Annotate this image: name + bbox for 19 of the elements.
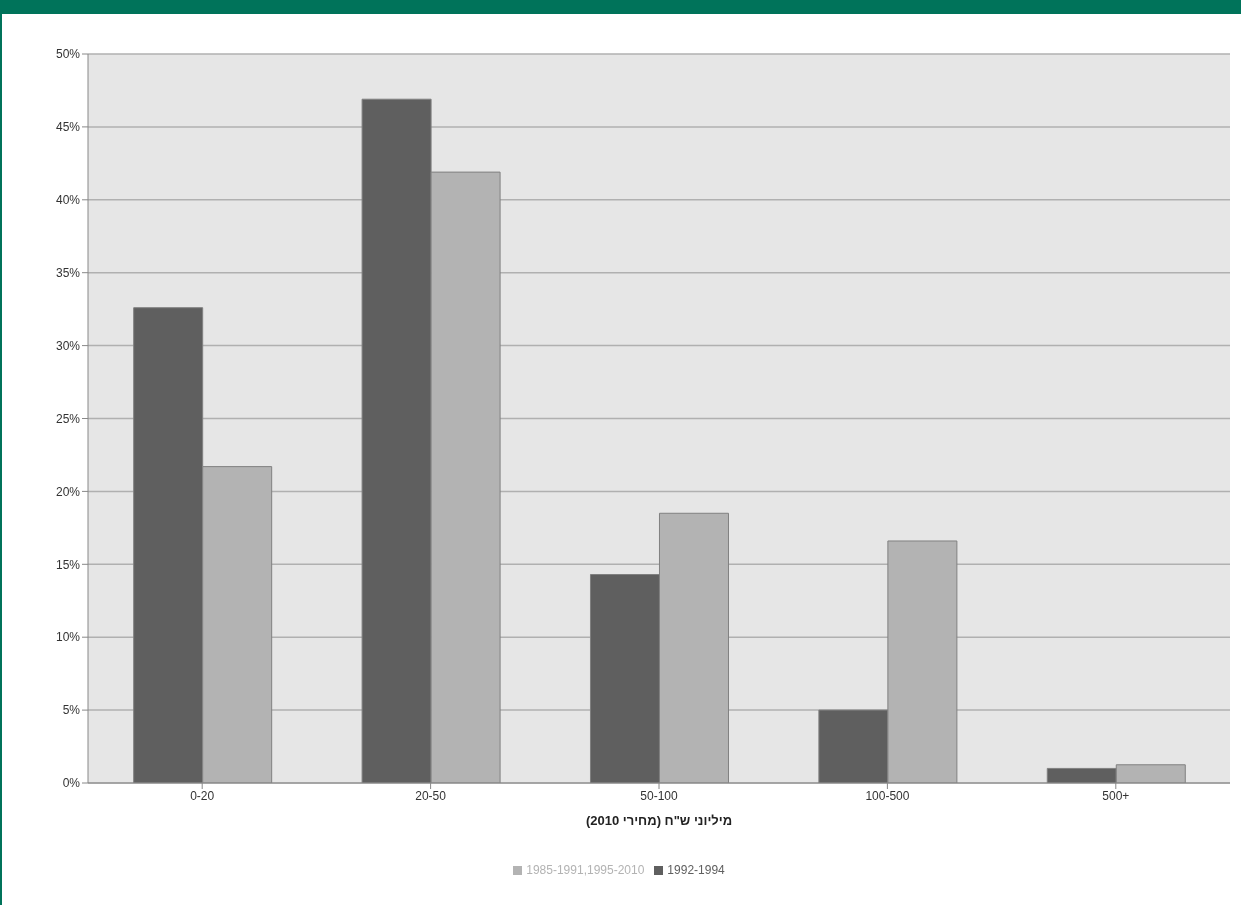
y-tick-label: 25% [55,411,81,426]
legend-label: 1985-1991,1995-2010 [526,863,645,877]
y-tick-label: 40% [55,193,81,208]
y-tick-label: 35% [55,265,81,280]
x-tick-label: 0-20 [190,788,215,803]
x-tick-label: 20-50 [415,788,447,803]
y-tick-label: 45% [55,120,81,135]
x-tick-label: 100-500 [865,788,910,803]
y-tick-label: 15% [55,557,81,572]
y-tick-label: 50% [55,47,81,62]
x-tick-label: 500+ [1102,788,1130,803]
y-tick-label: 10% [55,630,81,645]
legend-label: 1992-1994 [667,863,725,877]
y-tick-label: 20% [55,484,81,499]
y-tick-label: 0% [62,776,81,791]
x-axis-title: מיליוני ש"ח (מחירי 2010) [585,813,733,828]
x-tick-label: 50-100 [640,788,678,803]
y-tick-label: 30% [55,338,81,353]
y-tick-label: 5% [62,703,81,718]
